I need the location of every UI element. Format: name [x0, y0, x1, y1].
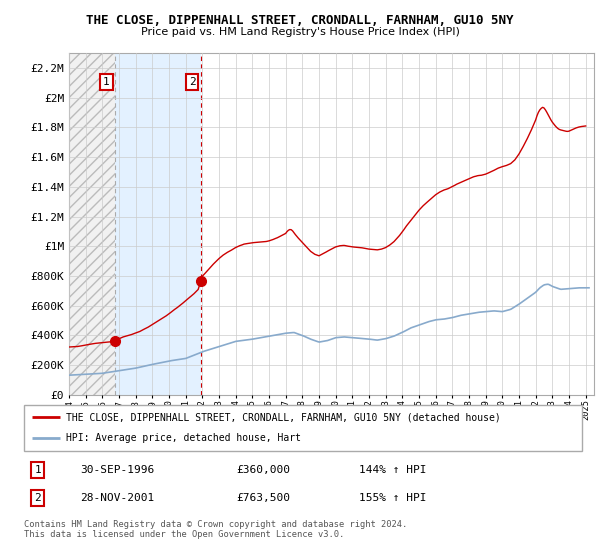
Bar: [69, 53, 115, 395]
Text: 2: 2: [189, 77, 196, 87]
Text: £763,500: £763,500: [236, 493, 290, 503]
Text: 1: 1: [103, 77, 110, 87]
Text: Price paid vs. HM Land Registry's House Price Index (HPI): Price paid vs. HM Land Registry's House …: [140, 27, 460, 37]
Text: 1: 1: [35, 465, 41, 475]
Bar: [69, 53, 115, 395]
FancyBboxPatch shape: [24, 405, 582, 451]
Text: 155% ↑ HPI: 155% ↑ HPI: [359, 493, 426, 503]
Text: Contains HM Land Registry data © Crown copyright and database right 2024.
This d: Contains HM Land Registry data © Crown c…: [24, 520, 407, 539]
Text: 30-SEP-1996: 30-SEP-1996: [80, 465, 154, 475]
Text: THE CLOSE, DIPPENHALL STREET, CRONDALL, FARNHAM, GU10 5NY: THE CLOSE, DIPPENHALL STREET, CRONDALL, …: [86, 14, 514, 27]
Text: 2: 2: [35, 493, 41, 503]
Text: £360,000: £360,000: [236, 465, 290, 475]
Text: 28-NOV-2001: 28-NOV-2001: [80, 493, 154, 503]
Bar: [115, 53, 200, 395]
Text: THE CLOSE, DIPPENHALL STREET, CRONDALL, FARNHAM, GU10 5NY (detached house): THE CLOSE, DIPPENHALL STREET, CRONDALL, …: [66, 412, 500, 422]
Text: HPI: Average price, detached house, Hart: HPI: Average price, detached house, Hart: [66, 433, 301, 444]
Text: 144% ↑ HPI: 144% ↑ HPI: [359, 465, 426, 475]
